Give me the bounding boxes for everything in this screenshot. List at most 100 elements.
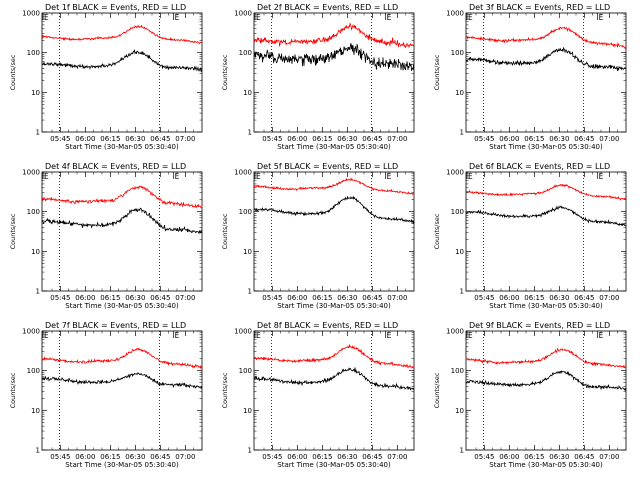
y-tick-label: 10 bbox=[243, 407, 252, 415]
y-tick-label: 10 bbox=[455, 248, 464, 256]
events-series-line bbox=[41, 371, 203, 390]
x-tick-label: 06:00 bbox=[287, 135, 307, 143]
x-tick-label: 06:15 bbox=[312, 135, 332, 143]
x-tick-label: 07:00 bbox=[387, 294, 407, 302]
x-tick-label: 07:00 bbox=[599, 135, 619, 143]
y-tick-label: 100 bbox=[451, 49, 464, 57]
event-marker-label: E bbox=[175, 331, 180, 340]
event-marker-label: E bbox=[387, 13, 392, 22]
chart-panel-7: Det 7f BLACK = Events, RED = LLD 1 10 100 10… bbox=[9, 321, 203, 469]
chart-title: Det 7f BLACK = Events, RED = LLD bbox=[45, 321, 186, 330]
x-tick-label: 06:15 bbox=[100, 294, 120, 302]
x-tick-label: 06:15 bbox=[312, 453, 332, 461]
x-tick-label: 07:00 bbox=[175, 294, 195, 302]
event-marker-label: E bbox=[468, 172, 473, 181]
x-tick-label: 06:30 bbox=[337, 453, 357, 461]
event-marker-label: E bbox=[44, 331, 49, 340]
y-axis-label: Counts/sec bbox=[221, 372, 229, 408]
x-tick-label: 06:30 bbox=[337, 294, 357, 302]
x-tick-label: 06:15 bbox=[312, 294, 332, 302]
x-tick-label: 06:15 bbox=[524, 135, 544, 143]
x-tick-label: 06:15 bbox=[524, 294, 544, 302]
event-marker-label: E bbox=[468, 13, 473, 22]
event-marker-label: E bbox=[599, 13, 604, 22]
x-axis-label: Start Time (30-Mar-05 05:30:40) bbox=[65, 461, 179, 469]
y-axis-label: Counts/sec bbox=[433, 372, 441, 408]
x-tick-label: 06:30 bbox=[125, 135, 145, 143]
events-series-line bbox=[465, 47, 627, 71]
x-axis-label: Start Time (30-Mar-05 05:30:40) bbox=[489, 302, 603, 310]
event-marker-label: E bbox=[175, 13, 180, 22]
y-tick-label: 1 bbox=[460, 447, 464, 455]
chart-title: Det 9f BLACK = Events, RED = LLD bbox=[469, 321, 610, 330]
lld-series-line bbox=[465, 183, 627, 201]
chart-title: Det 8f BLACK = Events, RED = LLD bbox=[257, 321, 398, 330]
event-marker-label: E bbox=[387, 172, 392, 181]
x-tick-label: 06:45 bbox=[150, 294, 170, 302]
chart-title: Det 3f BLACK = Events, RED = LLD bbox=[469, 3, 610, 12]
y-tick-label: 1 bbox=[460, 129, 464, 137]
event-marker-label: E bbox=[256, 13, 261, 22]
event-marker-label: E bbox=[256, 331, 261, 340]
events-series-line bbox=[41, 207, 203, 235]
x-tick-label: 06:30 bbox=[125, 453, 145, 461]
events-series-line bbox=[41, 49, 203, 72]
y-tick-label: 1000 bbox=[234, 10, 252, 18]
plot-frame bbox=[465, 12, 627, 133]
y-tick-label: 100 bbox=[239, 49, 252, 57]
y-axis-label: Counts/sec bbox=[9, 54, 17, 90]
x-tick-label: 05:45 bbox=[50, 135, 70, 143]
x-tick-label: 06:45 bbox=[574, 453, 594, 461]
plot-frame bbox=[253, 171, 415, 292]
x-axis-label: Start Time (30-Mar-05 05:30:40) bbox=[277, 143, 391, 151]
lld-series-line bbox=[253, 23, 415, 49]
events-series-line bbox=[253, 367, 415, 391]
x-tick-label: 07:00 bbox=[599, 453, 619, 461]
x-tick-label: 06:00 bbox=[75, 294, 95, 302]
chart-title: Det 1f BLACK = Events, RED = LLD bbox=[45, 3, 186, 12]
x-tick-label: 06:30 bbox=[549, 294, 569, 302]
events-series-line bbox=[465, 205, 627, 227]
lld-series-line bbox=[253, 177, 415, 196]
lld-series-line bbox=[41, 347, 203, 370]
events-series-line bbox=[253, 195, 415, 224]
plot-frame bbox=[253, 12, 415, 133]
y-tick-label: 1000 bbox=[446, 169, 464, 177]
x-axis-label: Start Time (30-Mar-05 05:30:40) bbox=[65, 302, 179, 310]
x-tick-label: 06:45 bbox=[574, 135, 594, 143]
y-tick-label: 1 bbox=[460, 288, 464, 296]
chart-panel-1: Det 1f BLACK = Events, RED = LLD 1 10 100 10… bbox=[9, 3, 203, 151]
y-tick-label: 10 bbox=[31, 248, 40, 256]
x-tick-label: 06:15 bbox=[100, 135, 120, 143]
y-tick-label: 10 bbox=[243, 248, 252, 256]
chart-panel-4: Det 4f BLACK = Events, RED = LLD 1 10 100 10… bbox=[9, 162, 203, 310]
event-marker-label: E bbox=[175, 172, 180, 181]
x-tick-label: 05:45 bbox=[474, 453, 494, 461]
y-tick-label: 1 bbox=[248, 447, 252, 455]
lld-series-line bbox=[253, 343, 415, 369]
x-tick-label: 07:00 bbox=[599, 294, 619, 302]
event-marker-label: E bbox=[44, 13, 49, 22]
events-series-line bbox=[465, 370, 627, 392]
x-tick-label: 06:45 bbox=[362, 453, 382, 461]
plot-frame bbox=[253, 330, 415, 451]
y-tick-label: 1000 bbox=[446, 10, 464, 18]
y-tick-label: 1 bbox=[36, 288, 40, 296]
plot-frame bbox=[465, 171, 627, 292]
x-axis-label: Start Time (30-Mar-05 05:30:40) bbox=[277, 302, 391, 310]
y-tick-label: 10 bbox=[455, 89, 464, 97]
y-axis-label: Counts/sec bbox=[221, 54, 229, 90]
x-tick-label: 07:00 bbox=[175, 453, 195, 461]
x-tick-label: 06:45 bbox=[574, 294, 594, 302]
x-tick-label: 06:30 bbox=[549, 135, 569, 143]
y-axis-label: Counts/sec bbox=[433, 54, 441, 90]
x-axis-label: Start Time (30-Mar-05 05:30:40) bbox=[489, 143, 603, 151]
chart-title: Det 5f BLACK = Events, RED = LLD bbox=[257, 162, 398, 171]
x-tick-label: 06:00 bbox=[287, 294, 307, 302]
chart-title: Det 4f BLACK = Events, RED = LLD bbox=[45, 162, 186, 171]
x-tick-label: 06:00 bbox=[499, 294, 519, 302]
plot-frame bbox=[41, 171, 203, 292]
x-axis-label: Start Time (30-Mar-05 05:30:40) bbox=[277, 461, 391, 469]
event-marker-label: E bbox=[599, 331, 604, 340]
